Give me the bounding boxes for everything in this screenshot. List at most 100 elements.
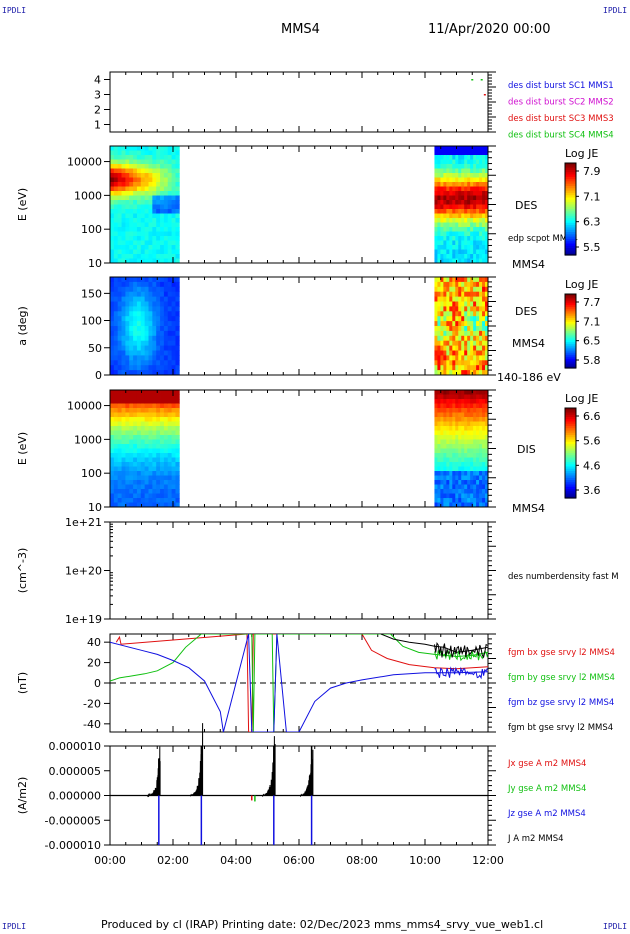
heatmap-cell [140, 182, 146, 187]
heatmap-cell [160, 291, 165, 297]
heatmap-cell [449, 498, 453, 503]
heatmap-cell [470, 360, 474, 366]
heatmap-cell [144, 462, 149, 467]
heatmap-cell [125, 222, 130, 228]
heatmap-cell [482, 430, 486, 436]
heatmap-cell [449, 254, 453, 259]
heatmap-cell [437, 370, 441, 376]
heatmap-cell [470, 439, 474, 445]
heatmap-cell [452, 498, 456, 503]
heatmap-cell [171, 493, 176, 499]
heatmap-cell [167, 200, 172, 205]
heatmap-cell [148, 296, 153, 302]
heatmap-cell [443, 403, 447, 409]
heatmap-cell [473, 311, 477, 317]
heatmap-cell [136, 186, 142, 192]
heatmap-cell [446, 426, 450, 431]
heatmap-cell [113, 457, 119, 463]
heatmap-cell [167, 311, 172, 317]
heatmap-cell [461, 146, 465, 151]
heatmap-cell [470, 159, 474, 165]
heatmap-cell [144, 191, 149, 196]
burst-marker [480, 79, 483, 81]
heatmap-cell [458, 240, 462, 246]
heatmap-cell [449, 311, 453, 317]
heatmap-cell [443, 448, 447, 454]
heatmap-cell [175, 311, 180, 317]
heatmap-cell [171, 321, 176, 327]
colorbar-title: Log JE [565, 392, 598, 405]
heatmap-cell [473, 403, 477, 409]
heatmap-cell [455, 213, 459, 219]
colorbar-cell [565, 190, 576, 194]
heatmap-cell [485, 360, 489, 366]
heatmap-cell [434, 177, 438, 183]
heatmap-cell [125, 480, 130, 485]
heatmap-cell [144, 498, 149, 503]
heatmap-cell [434, 444, 438, 449]
heatmap-cell [113, 345, 119, 351]
heatmap-cell [117, 412, 122, 418]
heatmap-cell [113, 326, 119, 332]
heatmap-cell [485, 462, 489, 467]
heatmap-cell [117, 326, 122, 332]
heatmap-cell [140, 453, 146, 458]
heatmap-cell [449, 355, 453, 361]
heatmap-cell [117, 296, 122, 302]
heatmap-cell [152, 345, 157, 351]
heatmap-cell [156, 218, 161, 223]
heatmap-cell [125, 340, 130, 346]
heatmap-cell [171, 277, 176, 283]
heatmap-cell [148, 462, 153, 467]
heatmap-cell [437, 493, 441, 499]
heatmap-cell [140, 360, 146, 366]
heatmap-cell [171, 281, 176, 288]
heatmap-cell [440, 186, 444, 192]
heatmap-cell [434, 412, 438, 418]
colorbar-cell [565, 421, 576, 425]
heatmap-cell [129, 430, 134, 436]
heatmap-cell [129, 475, 134, 481]
heatmap-cell [163, 403, 169, 409]
heatmap-cell [140, 430, 146, 436]
heatmap-cell [437, 444, 441, 449]
heatmap-cell [455, 330, 459, 337]
heatmap-cell [160, 182, 165, 187]
heatmap-cell [452, 182, 456, 187]
heatmap-cell [461, 417, 465, 422]
heatmap-cell [136, 173, 142, 178]
heatmap-cell [467, 200, 471, 205]
heatmap-cell [175, 150, 180, 156]
heatmap-cell [470, 209, 474, 214]
heatmap-cell [133, 316, 138, 322]
heatmap-cell [163, 475, 169, 481]
heatmap-cell [440, 296, 444, 302]
colorbar-cell [565, 468, 576, 472]
heatmap-cell [470, 249, 474, 255]
heatmap-cell [434, 186, 438, 192]
heatmap-cell [163, 281, 169, 288]
heatmap-cell [434, 493, 438, 499]
heatmap-cell [140, 370, 146, 376]
heatmap-cell [461, 421, 465, 427]
heatmap-cell [140, 316, 146, 322]
heatmap-cell [485, 311, 489, 317]
heatmap-cell [440, 399, 444, 404]
heatmap-cell [449, 370, 453, 376]
heatmap-cell [452, 204, 456, 210]
spacecraft-label: MMS4 [512, 258, 545, 271]
heatmap-cell [482, 195, 486, 201]
heatmap-cell [129, 484, 134, 490]
colorbar-cell [565, 464, 576, 468]
heatmap-cell [175, 365, 180, 371]
heatmap-cell [461, 191, 465, 196]
y-tick-label: -40 [83, 718, 101, 731]
heatmap-cell [437, 453, 441, 458]
heatmap-cell [133, 502, 138, 508]
heatmap-cell [167, 218, 172, 223]
heatmap-cell [113, 370, 119, 376]
heatmap-cell [175, 258, 180, 264]
heatmap-cell [437, 448, 441, 454]
heatmap-cell [148, 173, 153, 178]
heatmap-cell [163, 394, 169, 400]
